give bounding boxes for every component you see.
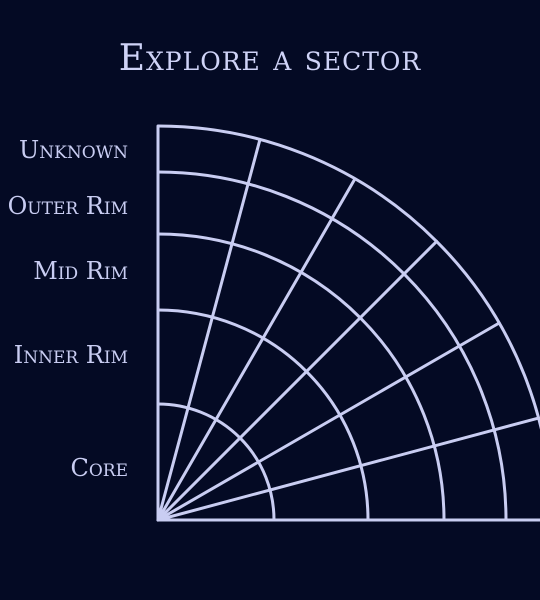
ring-label-core: Core xyxy=(70,454,128,482)
ring-label-mid-rim: Mid Rim xyxy=(33,257,128,285)
spoke-4 xyxy=(156,177,357,522)
spoke-5 xyxy=(156,137,262,522)
ring-label-inner-rim: Inner Rim xyxy=(13,341,128,369)
ring-label-unknown: Unknown xyxy=(19,136,128,164)
page-title: Explore a sector xyxy=(118,38,422,79)
spoke-1 xyxy=(156,416,540,522)
ring-label-outer-rim: Outer Rim xyxy=(7,192,128,220)
spoke-2 xyxy=(156,321,501,522)
spokes xyxy=(156,124,540,522)
spoke-3 xyxy=(156,239,439,522)
